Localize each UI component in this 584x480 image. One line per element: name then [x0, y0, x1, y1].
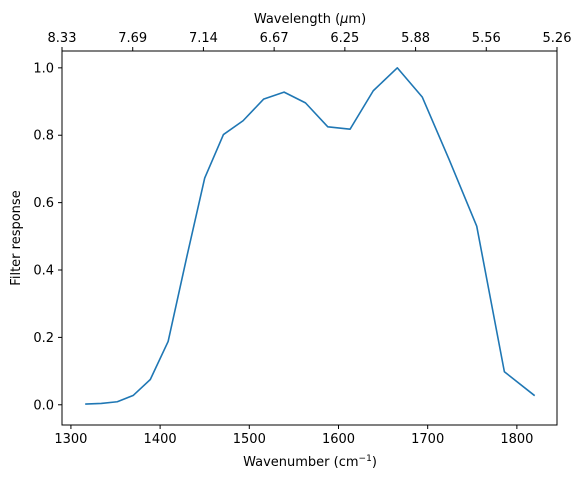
top-axis-title: Wavelength (μm): [254, 12, 366, 27]
x-tick-label: 1800: [500, 432, 533, 447]
top-tick-label: 5.26: [543, 31, 572, 46]
x-axis-title-close: ): [372, 455, 377, 470]
x-tick-label: 1400: [144, 432, 177, 447]
top-tick-label: 6.25: [330, 31, 359, 46]
top-tick-label: 7.69: [118, 31, 147, 46]
y-tick-label: 0.6: [33, 196, 54, 211]
x-axis-ticks: 1300 1400 1500 1600 1700 1800: [54, 425, 533, 447]
top-axis-title-rest: m): [348, 12, 366, 27]
plot-lines: [85, 67, 536, 405]
top-axis-title-main: Wavelength (: [254, 12, 340, 27]
top-tick-label: 5.56: [472, 31, 501, 46]
x-tick-label: 1700: [411, 432, 444, 447]
y-tick-label: 0.4: [33, 264, 54, 279]
top-axis-ticks: 8.33 7.69 7.14 6.67 6.25 5.88 5.56 5.26: [48, 31, 572, 51]
x-tick-label: 1500: [233, 432, 266, 447]
y-axis-ticks: 0.0 0.2 0.4 0.6 0.8 1.0: [33, 61, 62, 413]
plot-frame: [61, 50, 558, 426]
x-axis-title-main: Wavenumber (cm: [243, 455, 358, 470]
y-tick-label: 0.2: [33, 331, 54, 346]
y-tick-label: 0.0: [33, 398, 54, 413]
x-axis-title-superscript: −1: [359, 454, 372, 464]
y-tick-label: 0.8: [33, 129, 54, 144]
x-axis-title: Wavenumber (cm−1): [243, 454, 377, 470]
top-tick-label: 6.67: [260, 31, 289, 46]
y-axis-title: Filter response: [9, 190, 24, 285]
x-tick-label: 1300: [54, 432, 87, 447]
x-tick-label: 1600: [322, 432, 355, 447]
top-tick-label: 5.88: [401, 31, 430, 46]
series-line: [85, 67, 536, 405]
top-tick-label: 7.14: [189, 31, 218, 46]
top-axis-title-mu: μ: [339, 12, 348, 27]
y-tick-label: 1.0: [33, 61, 54, 76]
top-tick-label: 8.33: [48, 31, 77, 46]
